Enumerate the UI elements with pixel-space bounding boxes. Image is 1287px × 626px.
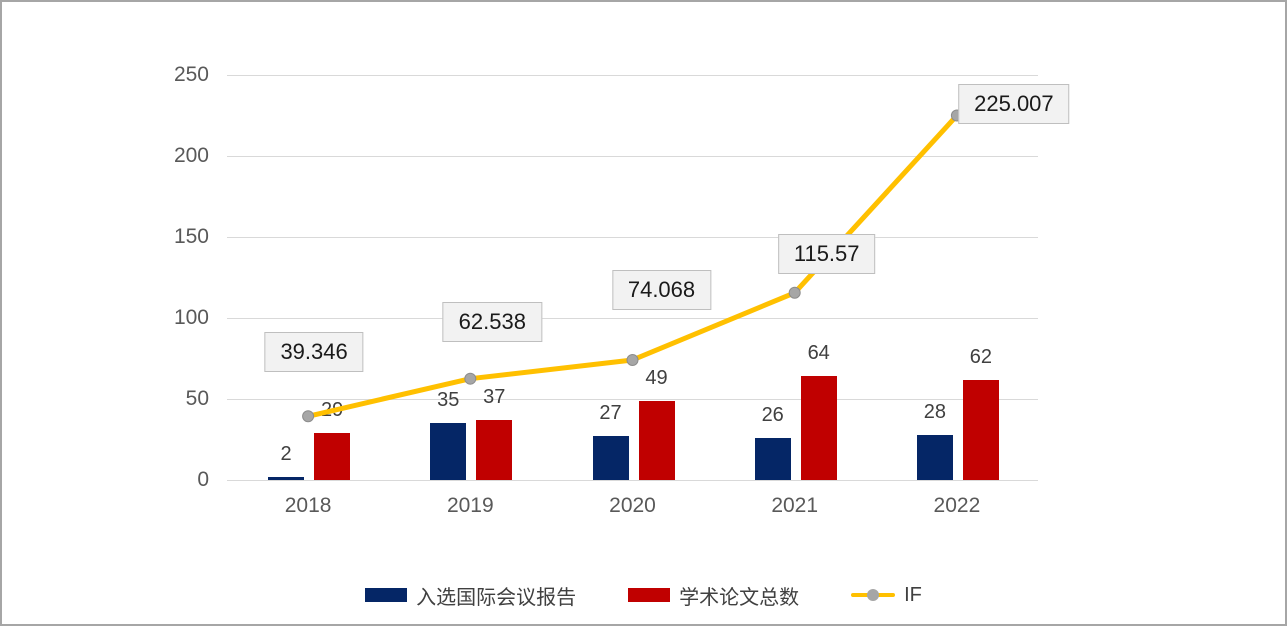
- bar-value-label: 27: [599, 402, 622, 425]
- gridline: [227, 480, 1038, 481]
- if-value-label: 39.346: [264, 332, 364, 373]
- legend-label: 入选国际会议报告: [416, 586, 577, 609]
- if-line-marker: [464, 372, 477, 385]
- bar: [430, 423, 467, 480]
- if-value-label: 115.57: [777, 233, 876, 274]
- bar: [314, 433, 351, 480]
- legend-line-swatch: [851, 588, 896, 602]
- legend-label: IF: [904, 583, 922, 606]
- bar: [638, 400, 675, 480]
- x-axis-label: 2022: [933, 494, 981, 517]
- legend-swatch: [628, 588, 671, 602]
- legend: 入选国际会议报告 学术论文总数 IF: [2, 578, 1285, 612]
- legend-item: 学术论文总数: [628, 581, 799, 610]
- legend-line-marker: [867, 589, 880, 601]
- bar: [268, 476, 305, 480]
- if-value-label: 225.007: [958, 84, 1070, 125]
- if-line-marker: [788, 286, 801, 299]
- if-value-label: 62.538: [442, 301, 542, 342]
- y-axis-tick-label: 0: [197, 468, 209, 491]
- legend-swatch: [365, 588, 408, 602]
- bar-value-label: 64: [807, 342, 830, 365]
- bar-value-label: 62: [969, 345, 993, 368]
- x-axis-label: 2020: [609, 494, 656, 517]
- x-axis-label: 2019: [446, 494, 494, 517]
- bar: [962, 379, 999, 480]
- y-axis-tick-label: 200: [173, 144, 209, 167]
- if-value-label: 74.068: [611, 270, 712, 310]
- legend-item: IF: [851, 584, 922, 607]
- gridline: [227, 318, 1038, 319]
- gridline: [227, 237, 1038, 238]
- gridline: [227, 75, 1038, 76]
- bar-value-label: 28: [923, 400, 947, 423]
- legend-label: 学术论文总数: [679, 586, 800, 609]
- bar: [476, 420, 513, 480]
- if-line-marker: [626, 354, 639, 367]
- gridline: [227, 156, 1038, 157]
- x-axis-label: 2021: [771, 494, 819, 517]
- bar-value-label: 37: [483, 386, 506, 409]
- bar: [916, 434, 953, 480]
- bar: [592, 436, 629, 480]
- y-axis-tick-label: 100: [173, 306, 209, 329]
- legend-item: 入选国际会议报告: [365, 581, 576, 610]
- y-axis-tick-label: 150: [173, 225, 209, 248]
- x-axis-label: 2018: [284, 494, 332, 517]
- bar: [754, 437, 791, 480]
- bar-value-label: 29: [320, 399, 344, 422]
- y-axis-tick-label: 250: [173, 63, 209, 86]
- bar-value-label: 26: [761, 403, 784, 426]
- y-axis-tick-label: 50: [185, 387, 209, 410]
- bar: [800, 376, 837, 480]
- bar-value-label: 49: [645, 366, 668, 389]
- bar-value-label: 2: [280, 442, 292, 465]
